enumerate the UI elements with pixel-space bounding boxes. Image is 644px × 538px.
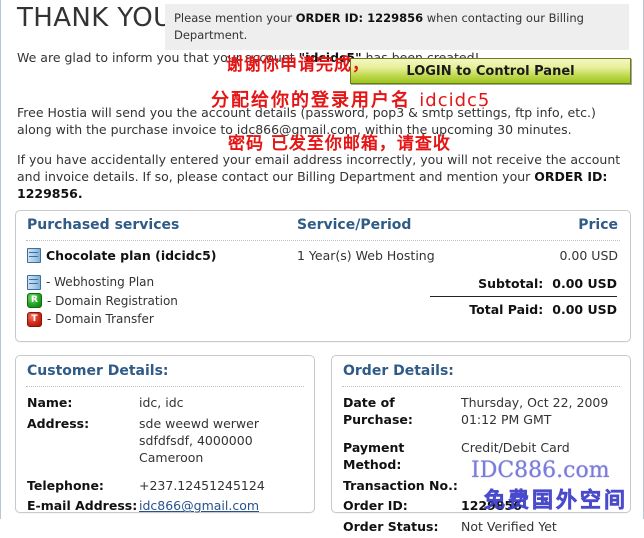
order-date-line-2: 01:12 PM GMT (461, 411, 552, 427)
address-line-1: sde weewd werwer (139, 415, 259, 431)
order-transaction-row: Transaction No.: (332, 476, 630, 497)
notice-prefix: Please mention your (174, 11, 296, 25)
customer-name-value: idc, idc (139, 395, 184, 410)
account-created-paragraph: We are glad to inform you that your acco… (17, 50, 629, 67)
services-table-header: Purchased services Service/Period Price (16, 211, 630, 240)
address-line-3: Cameroon (139, 449, 204, 465)
order-date-value: Thursday, Oct 22, 2009 01:12 PM GMT (461, 395, 619, 429)
order-payment-row: Payment Method: Credit/Debit Card (332, 438, 630, 476)
order-id-label: Order ID: (343, 498, 408, 514)
p3-part-a: If you have accidentally entered your em… (17, 152, 621, 184)
server-icon (27, 274, 41, 290)
customer-telephone-label: Telephone: (27, 477, 104, 493)
order-divider (342, 386, 620, 387)
customer-email-link[interactable]: idc866@gmail.com (139, 498, 260, 514)
order-status-row: Order Status: Not Verified Yet (332, 517, 630, 538)
page-title: THANK YOU! (17, 3, 184, 33)
subtotal-value: 0.00 USD (552, 276, 617, 291)
transfer-badge-icon: T (27, 311, 42, 327)
order-date-label: Date of Purchase: (343, 395, 413, 427)
subtotal-row: Subtotal: 0.00 USD (327, 273, 617, 294)
column-header-services: Purchased services (27, 217, 180, 233)
order-spacer (332, 431, 630, 438)
order-status-label: Order Status: (343, 519, 439, 535)
customer-address-value: sde weewd werwer sdfdfsdf, 4000000 Camer… (139, 416, 303, 467)
total-paid-value: 0.00 USD (552, 302, 617, 317)
customer-details-title: Customer Details: (27, 363, 169, 379)
customer-email-label: E-mail Address: (27, 498, 138, 514)
notice-suffix: when contacting our Billing Department. (174, 11, 584, 42)
table-row: Chocolate plan (idcidc5) 1 Year(s) Web H… (16, 241, 630, 269)
order-details-title: Order Details: (343, 363, 454, 379)
service-price-cell: 0.00 USD (559, 248, 618, 263)
column-header-price: Price (578, 217, 618, 233)
order-id-notice: Please mention your ORDER ID: 1229856 wh… (165, 4, 629, 51)
order-transaction-label: Transaction No.: (343, 477, 458, 493)
subtotal-label: Subtotal: (478, 276, 544, 291)
column-header-period: Service/Period (297, 217, 412, 233)
incorrect-email-paragraph: If you have accidentally entered your em… (17, 152, 629, 203)
order-date-line-1: Thursday, Oct 22, 2009 (461, 395, 609, 410)
customer-divider (26, 386, 304, 387)
legend-item-registration: R - Domain Registration (27, 292, 327, 311)
legend-item-transfer: T - Domain Transfer (27, 310, 327, 329)
customer-telephone-row: Telephone: +237.12451245124 (16, 476, 314, 497)
customer-details-list: Name: idc, idc Address: sde weewd werwer… (16, 387, 314, 517)
customer-details-panel: Customer Details: Name: idc, idc Address… (15, 355, 315, 513)
services-footer: - Webhosting Plan R - Domain Registratio… (16, 269, 630, 329)
login-to-control-panel-button[interactable]: LOGIN to Control Panel (350, 58, 631, 84)
customer-email-row: E-mail Address: idc866@gmail.com (16, 496, 314, 517)
total-paid-label: Total Paid: (469, 302, 544, 317)
customer-address-label: Address: (27, 415, 90, 431)
order-id-value: 1229856 (461, 498, 522, 514)
notice-order-id: ORDER ID: 1229856 (295, 11, 424, 25)
address-line-2: sdfdfsdf, 4000000 (139, 432, 253, 448)
totals-block: Subtotal: 0.00 USD Total Paid: 0.00 USD (327, 273, 618, 329)
p3-order-id: ORDER ID: 1229856. (17, 168, 608, 201)
service-name-cell: Chocolate plan (idcidc5) (27, 248, 297, 263)
server-icon (27, 248, 41, 263)
service-name-label: Chocolate plan (idcidc5) (46, 248, 217, 263)
order-payment-label: Payment Method: (343, 439, 405, 472)
customer-name-label: Name: (27, 395, 73, 410)
status-badge: Not Verified Yet (461, 519, 557, 535)
customer-telephone-value: +237.12451245124 (139, 477, 265, 493)
email-delivery-paragraph: Free Hostia will send you the account de… (17, 105, 596, 137)
login-button-label: LOGIN to Control Panel (406, 63, 575, 79)
customer-spacer (16, 469, 314, 476)
order-details-list: Date of Purchase: Thursday, Oct 22, 2009… (332, 387, 630, 538)
p1-part-a: We are glad to inform you that your acco… (17, 50, 299, 65)
icon-legend: - Webhosting Plan R - Domain Registratio… (27, 273, 327, 329)
legend-label-transfer: - Domain Transfer (47, 312, 154, 327)
total-paid-row: Total Paid: 0.00 USD (327, 299, 617, 320)
registration-badge-icon: R (27, 293, 42, 309)
legend-label-webhosting: - Webhosting Plan (46, 275, 155, 289)
legend-label-registration: - Domain Registration (47, 293, 178, 308)
order-date-row: Date of Purchase: Thursday, Oct 22, 2009… (332, 393, 630, 431)
customer-name-row: Name: idc, idc (16, 393, 314, 414)
legend-item-webhosting: - Webhosting Plan (27, 273, 327, 292)
order-details-panel: Order Details: Date of Purchase: Thursda… (331, 355, 631, 534)
totals-divider (430, 296, 617, 297)
order-payment-value: Credit/Debit Card (461, 439, 570, 455)
customer-address-row: Address: sde weewd werwer sdfdfsdf, 4000… (16, 414, 314, 469)
order-transaction-value (461, 478, 619, 495)
header-divider (26, 240, 620, 241)
purchased-services-panel: Purchased services Service/Period Price … (15, 210, 631, 342)
account-username: "idcidc5" (298, 50, 362, 65)
header-region: THANK YOU! Please mention your ORDER ID:… (15, 0, 631, 51)
order-id-row: Order ID: 1229856 (332, 496, 630, 517)
service-period-cell: 1 Year(s) Web Hosting (297, 248, 435, 263)
